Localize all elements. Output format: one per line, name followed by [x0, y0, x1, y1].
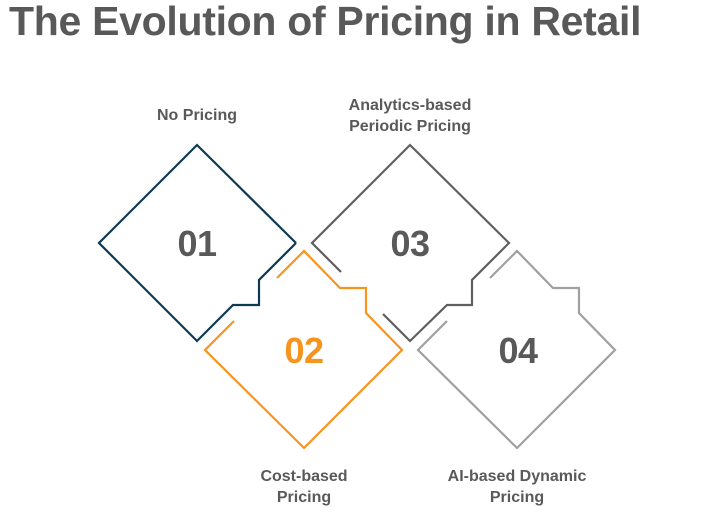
- step-02-label-line1: Cost-based: [260, 468, 348, 485]
- step-02-diamond: [203, 249, 404, 450]
- step-04-number: 04: [498, 330, 538, 371]
- step-01-diamond: [97, 143, 297, 343]
- step-03-label-line1: Analytics-based: [348, 97, 472, 114]
- step-01-label-line1: No Pricing: [156, 107, 238, 124]
- step-01-number: 01: [177, 223, 217, 264]
- step-02-label-line2: Pricing: [276, 489, 332, 506]
- step-04-diamond: [416, 249, 617, 450]
- step-04-label-line1: AI-based Dynamic: [447, 468, 587, 485]
- step-03-number: 03: [390, 223, 430, 264]
- step-03-label: Analytics-based Periodic Pricing: [349, 95, 472, 137]
- step-01-label: No Pricing: [157, 105, 237, 126]
- step-04-label: AI-based Dynamic Pricing: [448, 466, 587, 508]
- step-02-label: Cost-based Pricing: [260, 466, 347, 508]
- step-03-label-line2: Periodic Pricing: [349, 118, 471, 135]
- step-04-label-line2: Pricing: [489, 489, 545, 506]
- page-title: The Evolution of Pricing in Retail: [9, 0, 642, 44]
- step-03-diamond: [310, 143, 511, 343]
- step-02-number: 02: [284, 330, 324, 371]
